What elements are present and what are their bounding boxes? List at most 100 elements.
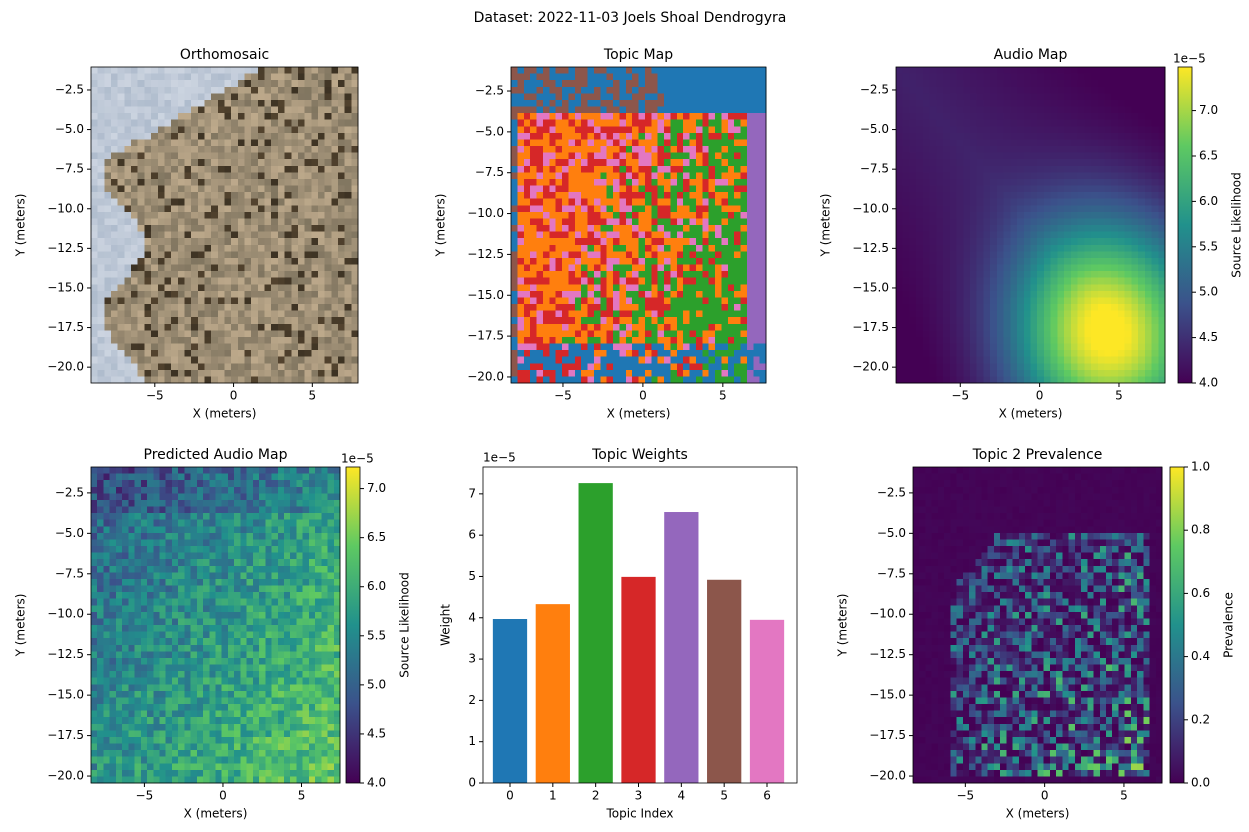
colorbar-tick-label: 0.4 xyxy=(1191,649,1210,663)
colorbar-tick-label: 6.0 xyxy=(367,579,386,593)
x-tick-label: 5 xyxy=(1115,389,1123,403)
colorbar-label: Source Likelihood xyxy=(1230,172,1244,278)
y-tick-label: −15.0 xyxy=(852,280,889,294)
y-tick-label: −20.0 xyxy=(47,769,84,783)
y-axis-label: Y (meters) xyxy=(819,194,833,258)
image xyxy=(896,67,1165,383)
x-axis-label: X (meters) xyxy=(607,407,671,421)
y-tick-label: −20.0 xyxy=(467,369,504,383)
colorbar-tick-label: 6.5 xyxy=(367,530,386,544)
colorbar-tick-label: 5.5 xyxy=(367,628,386,642)
y-tick-label: −12.5 xyxy=(852,241,889,255)
x-tick-label: 5 xyxy=(720,789,728,803)
panel: Topic 2 Prevalence−505−2.5−5.0−7.5−10.0−… xyxy=(836,447,1236,821)
panel: Audio Map−505−2.5−5.0−7.5−10.0−12.5−15.0… xyxy=(819,47,1244,421)
y-tick-label: −2.5 xyxy=(860,82,889,96)
colorbar-tick-label: 4.5 xyxy=(367,726,386,740)
panel-title: Topic Weights xyxy=(591,447,688,463)
y-tick-label: −7.5 xyxy=(877,566,906,580)
colorbar-label: Source Likelihood xyxy=(398,572,412,678)
y-tick-label: 1 xyxy=(468,734,476,748)
figure-title: Dataset: 2022-11-03 Joels Shoal Dendrogy… xyxy=(474,10,787,26)
y-tick-label: −10.0 xyxy=(467,206,504,220)
y-tick-label: −7.5 xyxy=(55,162,84,176)
x-tick-label: −5 xyxy=(136,789,154,803)
panel-title: Audio Map xyxy=(994,47,1068,63)
x-tick-label: 4 xyxy=(678,789,686,803)
bar xyxy=(621,577,655,783)
colorbar-tick-label: 4.5 xyxy=(1199,330,1218,344)
y-tick-label: −20.0 xyxy=(852,360,889,374)
x-tick-label: 5 xyxy=(1120,789,1128,803)
colorbar xyxy=(346,467,360,783)
x-tick-label: −5 xyxy=(554,389,572,403)
colorbar xyxy=(1178,67,1192,383)
x-tick-label: 5 xyxy=(719,389,727,403)
image xyxy=(91,467,340,783)
x-tick-label: 1 xyxy=(549,789,557,803)
colorbar-tick-label: 0.6 xyxy=(1191,586,1210,600)
x-axis-label: X (meters) xyxy=(184,807,248,821)
x-tick-label: −5 xyxy=(146,389,164,403)
x-tick-label: −5 xyxy=(956,789,974,803)
y-tick-label: 4 xyxy=(468,610,476,624)
y-axis-label: Y (meters) xyxy=(14,594,28,658)
x-tick-label: 6 xyxy=(763,789,771,803)
y-tick-label: −5.0 xyxy=(475,124,504,138)
x-tick-label: −5 xyxy=(951,389,969,403)
y-tick-label: −7.5 xyxy=(860,162,889,176)
y-tick-label: −15.0 xyxy=(47,688,84,702)
bar xyxy=(750,620,784,783)
y-tick-label: −2.5 xyxy=(55,485,84,499)
y-axis-label: Y (meters) xyxy=(14,194,28,258)
x-axis-label: X (meters) xyxy=(999,407,1063,421)
colorbar-tick-label: 6.0 xyxy=(1199,194,1218,208)
colorbar-tick-label: 7.0 xyxy=(1199,103,1218,117)
image xyxy=(511,67,766,383)
y-tick-label: −20.0 xyxy=(47,360,84,374)
x-axis-label: X (meters) xyxy=(1006,807,1070,821)
y-axis-label: Weight xyxy=(439,604,453,646)
y-tick-label: 7 xyxy=(468,486,476,500)
y-tick-label: −2.5 xyxy=(475,84,504,98)
y-tick-label: −10.0 xyxy=(869,607,906,621)
bar xyxy=(536,604,570,783)
y-axis-label: Y (meters) xyxy=(434,194,448,258)
colorbar-tick-label: 5.0 xyxy=(1199,285,1218,299)
y-tick-label: 0 xyxy=(468,776,476,790)
x-tick-label: 0 xyxy=(1041,789,1049,803)
y-tick-label: 3 xyxy=(468,652,476,666)
colorbar-offset: 1e−5 xyxy=(341,452,374,466)
y-tick-label: −10.0 xyxy=(47,607,84,621)
panel: 1e−5Topic Weights012345601234567Topic In… xyxy=(439,447,798,821)
y-tick-label: −5.0 xyxy=(55,122,84,136)
y-tick-label: −15.0 xyxy=(47,280,84,294)
y-tick-label: −15.0 xyxy=(467,288,504,302)
y-tick-label: −12.5 xyxy=(47,241,84,255)
offset-text: 1e−5 xyxy=(483,451,516,465)
y-tick-label: −12.5 xyxy=(47,647,84,661)
panel: Predicted Audio Map−505−2.5−5.0−7.5−10.0… xyxy=(14,447,412,821)
y-tick-label: −5.0 xyxy=(55,526,84,540)
y-tick-label: −5.0 xyxy=(860,122,889,136)
x-tick-label: 0 xyxy=(1036,389,1044,403)
y-tick-label: −17.5 xyxy=(467,329,504,343)
y-tick-label: −5.0 xyxy=(877,526,906,540)
colorbar-tick-label: 7.0 xyxy=(367,481,386,495)
panel-title: Orthomosaic xyxy=(180,47,269,63)
x-tick-label: 0 xyxy=(639,389,647,403)
y-tick-label: −2.5 xyxy=(55,82,84,96)
y-tick-label: −17.5 xyxy=(47,728,84,742)
colorbar-tick-label: 0.0 xyxy=(1191,776,1210,790)
bar xyxy=(707,580,741,783)
colorbar-tick-label: 0.8 xyxy=(1191,523,1210,537)
y-tick-label: −20.0 xyxy=(869,769,906,783)
y-tick-label: 6 xyxy=(468,528,476,542)
colorbar-tick-label: 5.5 xyxy=(1199,239,1218,253)
y-tick-label: 2 xyxy=(468,693,476,707)
y-tick-label: −7.5 xyxy=(55,566,84,580)
x-tick-label: 0 xyxy=(230,389,238,403)
colorbar xyxy=(1170,467,1184,783)
y-tick-label: −2.5 xyxy=(877,485,906,499)
bar xyxy=(579,483,613,783)
